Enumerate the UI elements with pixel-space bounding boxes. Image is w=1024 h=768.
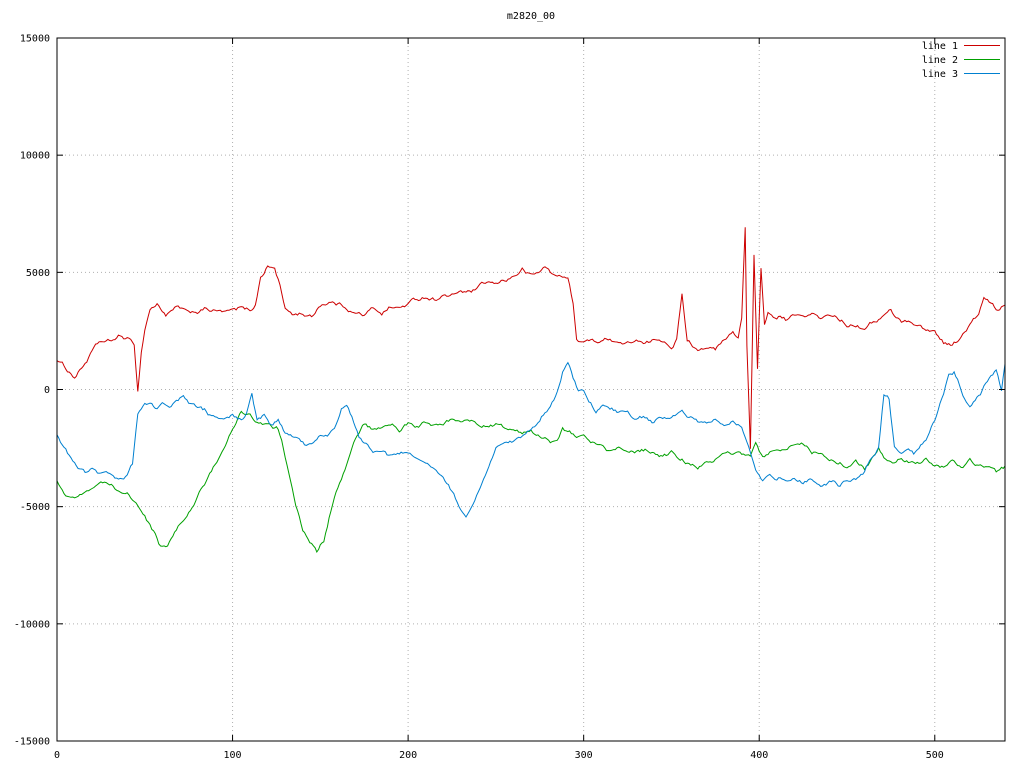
x-tick-label: 200 (399, 750, 417, 761)
y-tick-label: -10000 (14, 619, 50, 630)
series-line-1 (57, 227, 1005, 449)
legend-label-line3: line 3 (922, 69, 958, 80)
y-tick-label: -15000 (14, 737, 50, 748)
tick-marks (56, 37, 1005, 742)
gridlines (56, 37, 1005, 742)
x-tick-label: 100 (224, 750, 242, 761)
plot-border (56, 37, 1006, 742)
x-tick-label: 400 (750, 750, 768, 761)
tick-labels: -15000 -10000 -5000 0 5000 10000 15000 0 100 200 3… (14, 34, 944, 762)
series-line-2 (57, 410, 1005, 554)
series-line-3 (57, 361, 1005, 518)
y-tick-label: -5000 (20, 502, 50, 513)
legend-label-line2: line 2 (922, 55, 958, 66)
x-tick-label: 0 (54, 750, 60, 761)
x-tick-label: 300 (575, 750, 593, 761)
y-tick-label: 10000 (20, 151, 50, 162)
y-tick-label: 15000 (20, 34, 50, 45)
series-lines (57, 227, 1005, 554)
y-tick-label: 5000 (26, 268, 50, 279)
x-tick-label: 500 (926, 750, 944, 761)
y-tick-label: 0 (44, 385, 50, 396)
legend: line 1 line 2 line 3 (922, 41, 1000, 80)
chart-title: m2820_00 (507, 11, 555, 22)
legend-label-line1: line 1 (922, 41, 958, 52)
